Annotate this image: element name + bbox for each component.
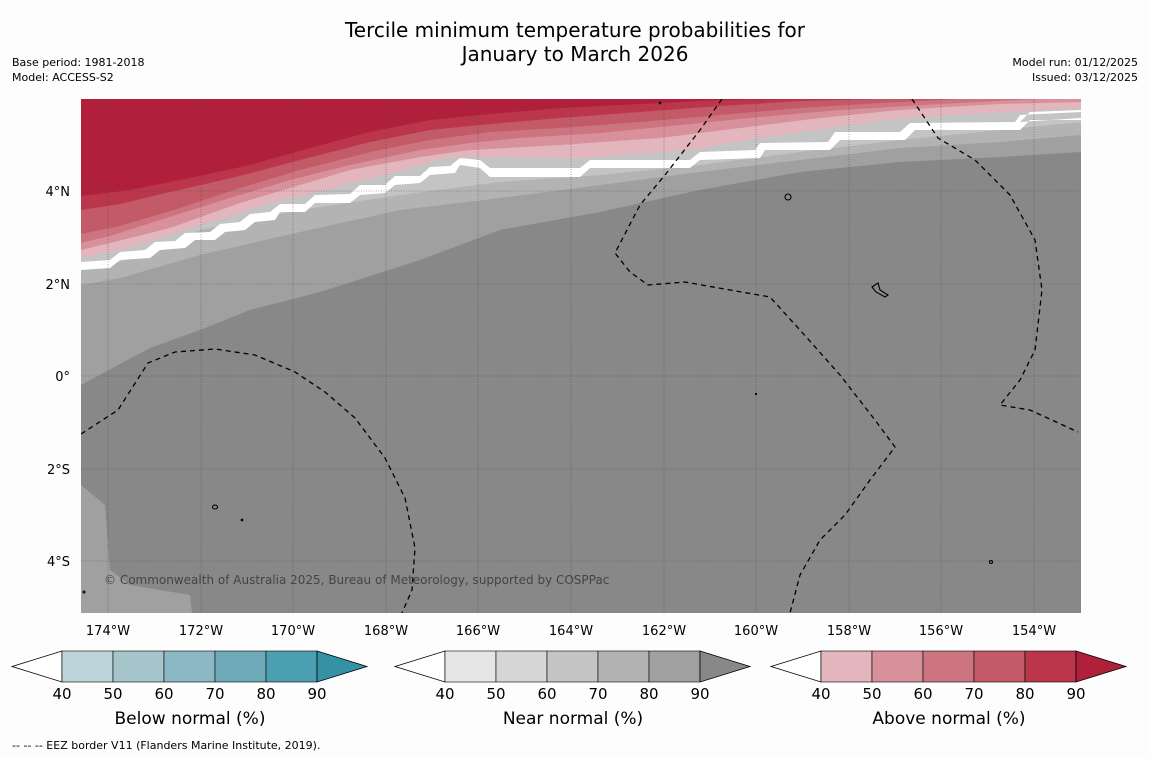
colorbar-segment	[265, 650, 318, 683]
colorbar-tick-label: 80	[256, 685, 275, 703]
colorbar-tick-label: 80	[1015, 685, 1034, 703]
colorbar-tick-label: 40	[811, 685, 830, 703]
neutral-white-strip	[81, 99, 1081, 270]
issued-date: Issued: 03/12/2025	[1031, 71, 1138, 84]
copyright-text: © Commonwealth of Australia 2025, Bureau…	[104, 573, 609, 587]
island-outline	[784, 193, 792, 201]
colorbar-segment	[1024, 650, 1077, 683]
island-outline	[658, 101, 662, 105]
colorbar-segment	[495, 650, 548, 683]
lon-label: 168°W	[364, 624, 408, 639]
lon-label: 154°W	[1012, 624, 1056, 639]
colorbar-extend-high	[699, 650, 752, 683]
colorbar-segment	[61, 650, 114, 683]
colorbar-segment	[112, 650, 165, 683]
meta-right: Model run: 01/12/2025 Issued: 03/12/2025	[1012, 55, 1138, 85]
colorbar-tick-label: 40	[52, 685, 71, 703]
colorbar-segment	[163, 650, 216, 683]
colorbar-near-normal: 40 50 60 70 80 90	[393, 650, 752, 703]
colorbar-label-near: Near normal (%)	[502, 709, 644, 729]
colorbar-tick-label: 60	[537, 685, 556, 703]
lat-label: 4°S	[47, 555, 70, 570]
island-outline	[211, 504, 219, 510]
colorbar-extend-low	[769, 650, 822, 683]
model-run: Model run: 01/12/2025	[1012, 56, 1138, 69]
islands	[82, 101, 994, 594]
eez-border-kiribati-west	[81, 348, 416, 613]
above-normal-90-region	[81, 99, 800, 196]
colorbar-tick-label: 50	[486, 685, 505, 703]
lat-label: 2°S	[47, 463, 70, 478]
eez-borders	[81, 99, 1079, 613]
colorbar-tick-label: 90	[307, 685, 326, 703]
colorbar-segment	[214, 650, 267, 683]
colorbar-extend-high	[1075, 650, 1128, 683]
island-outline	[82, 590, 86, 594]
lon-label: 162°W	[642, 624, 686, 639]
colorbar-tick-label: 80	[639, 685, 658, 703]
lat-label: 2°N	[46, 278, 71, 293]
eez-border-east	[911, 99, 1079, 433]
base-period: Base period: 1981-2018	[12, 56, 145, 69]
colorbar-tick-label: 60	[913, 685, 932, 703]
colorbar-label-below: Below normal (%)	[114, 709, 266, 729]
island-outline	[754, 392, 758, 396]
colorbar-tick-label: 60	[154, 685, 173, 703]
colorbar-tick-label: 40	[435, 685, 454, 703]
lon-label: 158°W	[827, 624, 871, 639]
footnote-eez: -- -- -- EEZ border V11 (Flanders Marine…	[12, 739, 321, 752]
model-name: Model: ACCESS-S2	[12, 71, 114, 84]
colorbar-segment	[820, 650, 873, 683]
latitude-labels: 4°N 2°N 0° 2°S 4°S	[46, 185, 71, 570]
colorbar-segment	[546, 650, 599, 683]
graticule	[81, 99, 1081, 613]
colorbar-tick-label: 90	[1066, 685, 1085, 703]
lon-label: 174°W	[86, 624, 130, 639]
lon-label: 170°W	[271, 624, 315, 639]
colorbar-tick-label: 70	[588, 685, 607, 703]
lat-label: 4°N	[46, 185, 71, 200]
lon-label: 166°W	[456, 624, 500, 639]
island-outline	[988, 559, 994, 565]
colorbar-extend-high	[316, 650, 369, 683]
colorbar-extend-low	[393, 650, 446, 683]
lon-label: 164°W	[549, 624, 593, 639]
map-area: © Commonwealth of Australia 2025, Bureau…	[81, 99, 1081, 613]
title-line-1: Tercile minimum temperature probabilitie…	[344, 18, 806, 42]
longitude-labels: 174°W 172°W 170°W 168°W 166°W 164°W 162°…	[86, 624, 1056, 639]
colorbar-segment	[922, 650, 975, 683]
colorbar-extend-low	[10, 650, 63, 683]
lon-label: 156°W	[919, 624, 963, 639]
island-outline	[871, 282, 890, 298]
lat-label: 0°	[55, 370, 70, 385]
colorbar-segment	[648, 650, 701, 683]
colorbar-tick-label: 90	[690, 685, 709, 703]
island-outline	[240, 518, 244, 522]
title-line-2: January to March 2026	[461, 42, 689, 66]
colorbar-tick-label: 70	[205, 685, 224, 703]
lon-label: 160°W	[734, 624, 778, 639]
colorbar-tick-label: 70	[964, 685, 983, 703]
colorbar-segment	[973, 650, 1026, 683]
colorbar-below-normal: 40 50 60 70 80 90	[10, 650, 369, 703]
colorbar-segment	[444, 650, 497, 683]
colorbar-tick-label: 50	[103, 685, 122, 703]
colorbar-label-above: Above normal (%)	[872, 709, 1026, 729]
colorbar-segment	[871, 650, 924, 683]
colorbar-tick-label: 50	[862, 685, 881, 703]
lon-label: 172°W	[179, 624, 223, 639]
near-normal-80-sw-region	[81, 485, 192, 613]
meta-left: Base period: 1981-2018 Model: ACCESS-S2	[12, 55, 144, 85]
colorbar-above-normal: 40 50 60 70 80 90	[769, 650, 1128, 703]
colorbar-segment	[597, 650, 650, 683]
chart-title: Tercile minimum temperature probabilitie…	[0, 18, 1150, 66]
